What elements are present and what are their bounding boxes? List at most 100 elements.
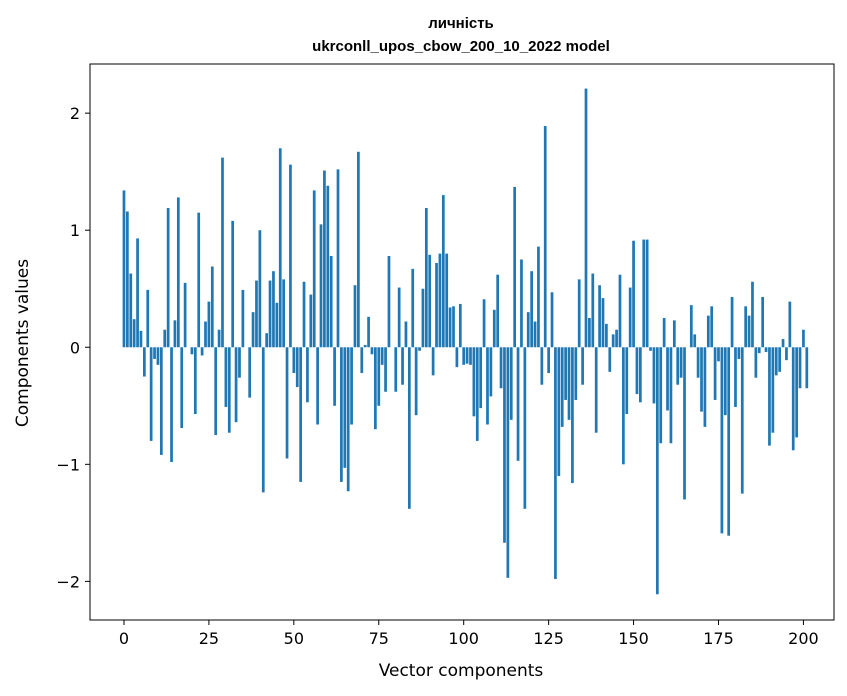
bar [180,347,184,429]
bar [781,339,785,348]
bar [520,259,523,348]
bar [370,347,374,355]
bar [384,347,387,392]
bar [435,262,438,348]
bar [282,279,286,348]
bar [462,347,466,365]
bar [496,274,500,348]
bar [588,318,591,348]
bar [785,347,788,361]
bar [696,347,700,378]
bar [418,347,421,351]
bar [159,347,163,455]
bar [768,347,771,446]
bar [662,318,666,348]
bar [642,239,646,348]
x-tick-label: 25 [199,629,219,648]
bar [802,329,805,348]
bar [706,315,710,348]
bar [486,347,489,425]
bar [380,347,384,365]
bar [224,347,228,407]
bar [611,334,615,348]
bar [591,273,595,348]
bar [374,347,377,430]
bar [469,347,472,365]
bar [744,306,748,348]
chart-title-line1: личність [428,15,494,32]
bar [669,347,673,444]
bar [441,195,445,348]
bar [717,347,720,362]
bar [659,347,663,444]
bar [795,347,798,438]
bar [438,253,442,348]
bar [248,347,252,398]
plot-frame [89,63,835,621]
bar [129,273,133,348]
bar [404,321,408,348]
bar [771,347,775,433]
x-tick-label: 50 [284,629,304,648]
bar [635,347,639,395]
bar [340,347,343,482]
bar [734,347,737,407]
bar [605,323,608,348]
bar [584,88,588,348]
bar [601,298,605,348]
bar [540,347,544,385]
bar [255,280,258,348]
x-tick-label: 0 [119,629,129,648]
bar [275,302,279,348]
bar [326,185,330,348]
bar [689,305,693,348]
bar [547,347,550,374]
bar [649,347,652,351]
bar [615,329,618,348]
bar [645,239,649,348]
bar [560,347,564,427]
bar [550,292,554,348]
bar [700,347,703,412]
bar [319,224,323,348]
bar [407,347,411,509]
bar [530,271,534,348]
bar [737,347,741,359]
bar [499,347,503,389]
bar [625,347,629,414]
bar [173,320,177,348]
x-axis-ticks: 0 25 50 75 100 125 150 175 200 [119,620,819,648]
bar [788,301,792,348]
bar [448,307,452,348]
bar [754,347,758,378]
bar [458,303,462,348]
y-axis-label: Components values [13,259,33,427]
bar [805,347,809,389]
bar [509,347,513,420]
bar [475,347,479,441]
bar [492,309,496,348]
bar [258,230,262,348]
bar [455,347,459,368]
bar [622,347,625,465]
bar [363,344,367,348]
bar [190,347,194,355]
bar [713,347,717,400]
bar [543,126,547,348]
bar [268,280,272,348]
bar [533,321,537,348]
bar [166,207,170,348]
bar [367,316,370,348]
bar [761,296,765,348]
bar [214,347,218,436]
bar [217,329,221,348]
bar [309,294,313,348]
bar [316,347,319,425]
bar [377,347,381,406]
bar [292,347,296,374]
bar [751,281,754,348]
bar [306,347,309,403]
bar [132,319,136,348]
bar [193,347,197,414]
bar [122,190,126,348]
